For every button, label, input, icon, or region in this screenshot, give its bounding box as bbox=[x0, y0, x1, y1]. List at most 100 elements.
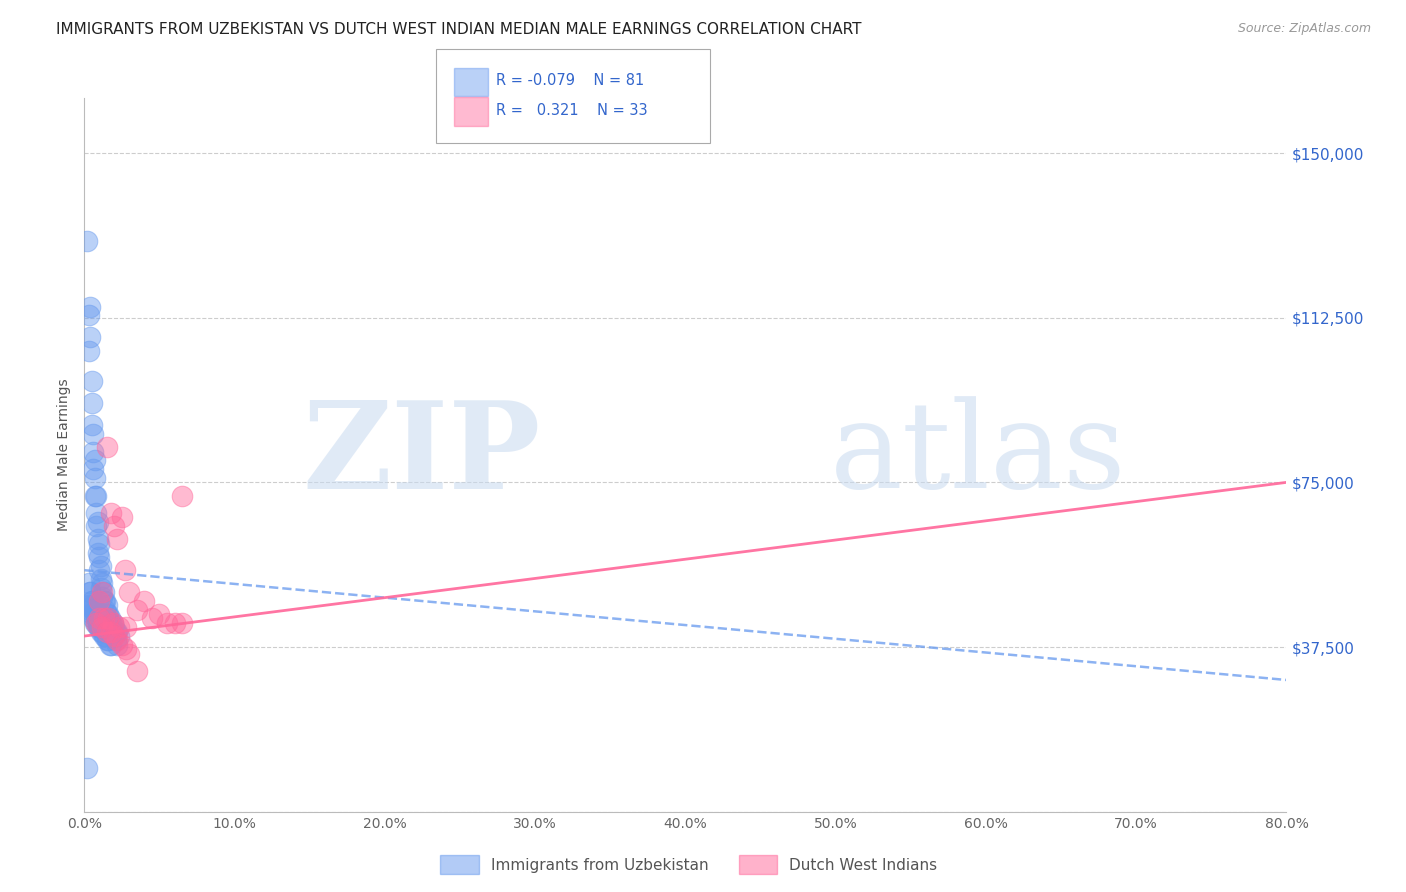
Point bbox=[83, 453, 105, 467]
Point bbox=[103, 519, 125, 533]
Point bbox=[77, 343, 100, 358]
Point bbox=[76, 234, 98, 248]
Point bbox=[79, 603, 101, 617]
Point bbox=[83, 615, 105, 630]
Point bbox=[93, 594, 115, 608]
Text: ZIP: ZIP bbox=[302, 396, 541, 514]
Point bbox=[87, 533, 110, 547]
Point bbox=[82, 599, 104, 613]
Point bbox=[96, 611, 118, 625]
Point bbox=[86, 607, 108, 621]
Point bbox=[89, 611, 111, 625]
Point bbox=[103, 629, 125, 643]
Point bbox=[87, 546, 110, 560]
Point bbox=[79, 300, 101, 314]
Point bbox=[97, 633, 120, 648]
Point bbox=[86, 615, 108, 630]
Text: IMMIGRANTS FROM UZBEKISTAN VS DUTCH WEST INDIAN MEDIAN MALE EARNINGS CORRELATION: IMMIGRANTS FROM UZBEKISTAN VS DUTCH WEST… bbox=[56, 22, 862, 37]
Point bbox=[86, 489, 108, 503]
Point bbox=[82, 462, 104, 476]
Point bbox=[91, 576, 114, 591]
Point bbox=[96, 599, 118, 613]
Text: atlas: atlas bbox=[830, 396, 1126, 514]
Point bbox=[87, 515, 110, 529]
Point bbox=[170, 489, 193, 503]
Point bbox=[80, 375, 103, 389]
Point bbox=[100, 624, 122, 639]
Point bbox=[111, 638, 134, 652]
Point bbox=[87, 611, 110, 625]
Point bbox=[107, 533, 129, 547]
Point bbox=[89, 563, 111, 577]
Point bbox=[82, 611, 104, 625]
Point bbox=[77, 599, 100, 613]
Point bbox=[94, 594, 117, 608]
Point bbox=[91, 590, 114, 604]
Point bbox=[118, 647, 141, 661]
Point bbox=[170, 615, 193, 630]
Point bbox=[91, 620, 114, 634]
Point bbox=[101, 615, 124, 630]
Point bbox=[96, 607, 118, 621]
Point bbox=[77, 309, 100, 323]
Point bbox=[89, 594, 111, 608]
Point bbox=[89, 620, 111, 634]
Point bbox=[86, 611, 108, 625]
Point bbox=[103, 629, 125, 643]
Point bbox=[108, 620, 131, 634]
Point bbox=[93, 611, 115, 625]
Point bbox=[98, 620, 121, 634]
Point bbox=[87, 615, 110, 630]
Point bbox=[79, 330, 101, 344]
Point bbox=[80, 594, 103, 608]
Point bbox=[94, 603, 117, 617]
Point bbox=[101, 615, 124, 630]
Point bbox=[86, 519, 108, 533]
Point bbox=[100, 615, 122, 630]
Point bbox=[94, 629, 117, 643]
Point bbox=[90, 624, 112, 639]
Text: Source: ZipAtlas.com: Source: ZipAtlas.com bbox=[1237, 22, 1371, 36]
Point bbox=[86, 506, 108, 520]
Point bbox=[125, 664, 148, 678]
Point bbox=[97, 611, 120, 625]
Point bbox=[82, 603, 104, 617]
Text: R = -0.079    N = 81: R = -0.079 N = 81 bbox=[496, 73, 644, 88]
Point bbox=[115, 620, 138, 634]
Point bbox=[100, 624, 122, 639]
Point bbox=[98, 638, 121, 652]
Point bbox=[80, 594, 103, 608]
Point bbox=[98, 611, 121, 625]
Point bbox=[100, 506, 122, 520]
Point bbox=[83, 603, 105, 617]
Point bbox=[97, 615, 120, 630]
Point bbox=[163, 615, 186, 630]
Point bbox=[93, 629, 115, 643]
Point bbox=[104, 624, 127, 639]
Point bbox=[134, 594, 156, 608]
Point bbox=[79, 585, 101, 599]
Point bbox=[108, 629, 131, 643]
Point bbox=[80, 396, 103, 410]
Point bbox=[86, 615, 108, 630]
Point bbox=[93, 585, 115, 599]
Point bbox=[90, 558, 112, 573]
Point bbox=[111, 510, 134, 524]
Point bbox=[89, 537, 111, 551]
Point bbox=[101, 624, 124, 639]
Point bbox=[96, 633, 118, 648]
Point bbox=[90, 572, 112, 586]
Point bbox=[118, 585, 141, 599]
Point bbox=[96, 624, 118, 639]
Point bbox=[107, 638, 129, 652]
Point bbox=[107, 624, 129, 639]
Point bbox=[83, 607, 105, 621]
Point bbox=[87, 620, 110, 634]
Point bbox=[125, 603, 148, 617]
Point bbox=[114, 563, 136, 577]
Point bbox=[80, 418, 103, 433]
Point bbox=[148, 607, 170, 621]
Point bbox=[76, 761, 98, 775]
Point bbox=[115, 642, 138, 657]
Text: R =   0.321    N = 33: R = 0.321 N = 33 bbox=[496, 103, 648, 118]
